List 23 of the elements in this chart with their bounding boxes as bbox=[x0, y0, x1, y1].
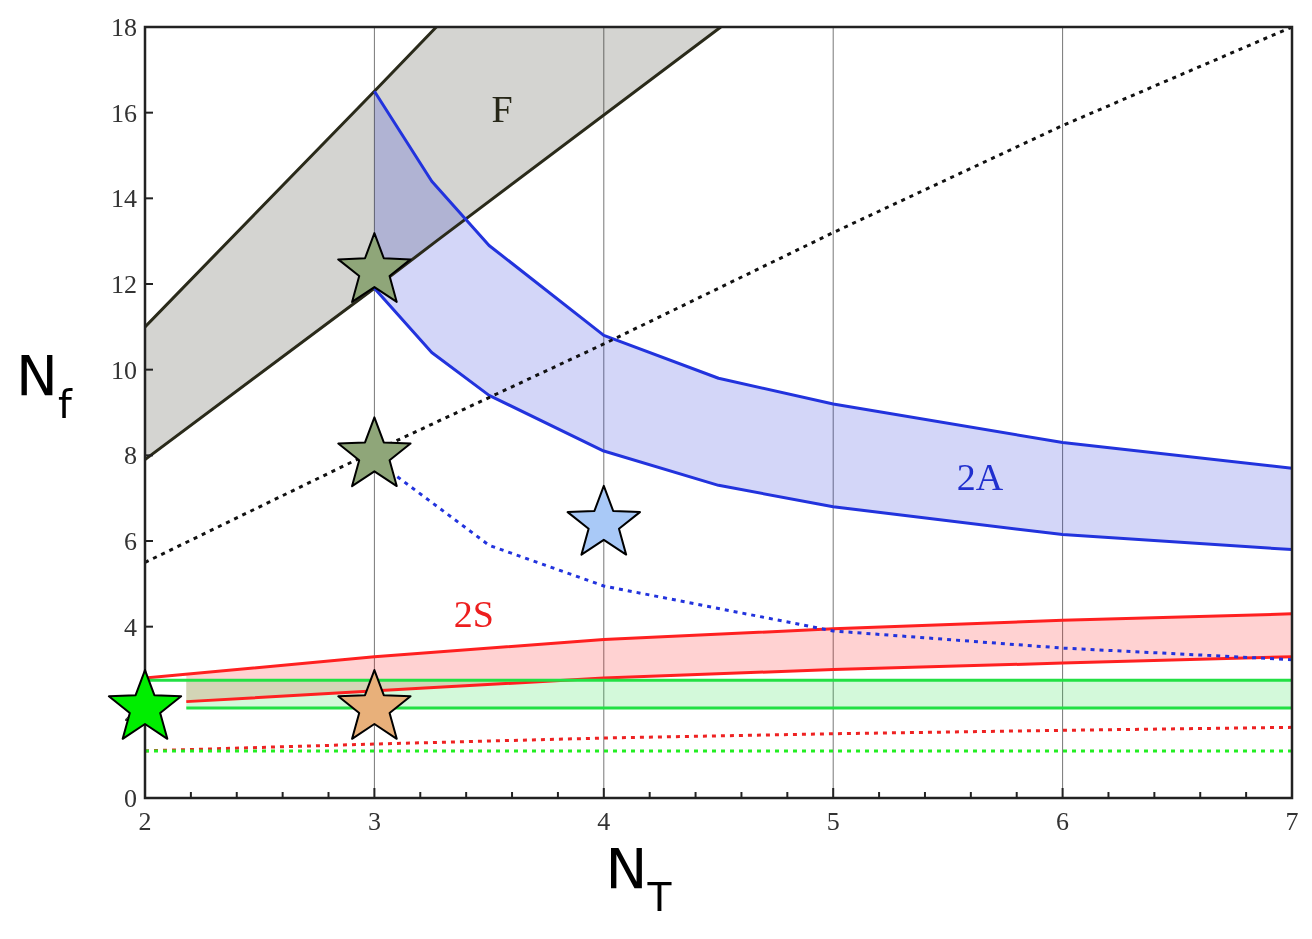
x-tick-label: 5 bbox=[826, 807, 840, 836]
y-tick-label: 0 bbox=[124, 784, 137, 813]
y-tick-label: 8 bbox=[124, 441, 137, 471]
line-series bbox=[372, 286, 1292, 552]
y-tick-label: 18 bbox=[111, 13, 137, 42]
series-label: F bbox=[491, 88, 513, 131]
y-tick-label: 4 bbox=[124, 612, 137, 642]
x-tick-label: 7 bbox=[1285, 807, 1299, 836]
y-tick-label: 14 bbox=[111, 184, 137, 214]
x-tick-label: 6 bbox=[1056, 807, 1070, 836]
series-label: 2S bbox=[453, 593, 494, 636]
y-tick-label: 10 bbox=[111, 355, 137, 385]
line-series bbox=[145, 27, 1292, 564]
y-tick-label: 6 bbox=[124, 527, 137, 556]
x-tick-label: 2 bbox=[138, 807, 152, 836]
x-axis-title: N$_{T}$ bbox=[605, 836, 673, 920]
series-label: 2A bbox=[956, 455, 1004, 498]
y-tick-label: 12 bbox=[111, 270, 137, 299]
line-series bbox=[184, 655, 1292, 704]
y-axis-title: N$_{f}$ bbox=[16, 343, 73, 427]
x-tick-label: 4 bbox=[597, 807, 611, 836]
x-tick-label: 3 bbox=[367, 807, 381, 836]
y-tick-label: 16 bbox=[111, 98, 137, 128]
